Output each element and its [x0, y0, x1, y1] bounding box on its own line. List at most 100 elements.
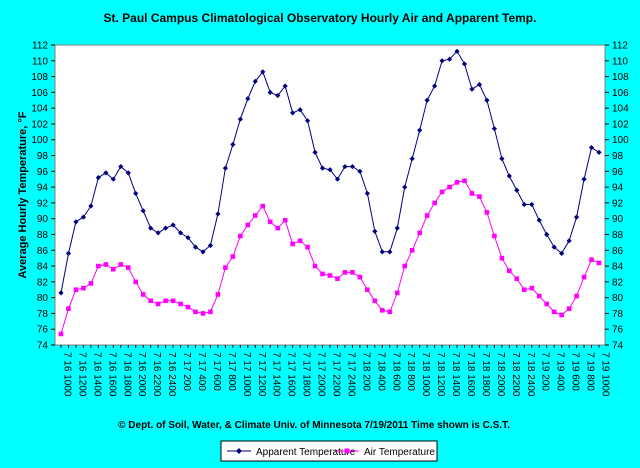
x-tick-label: 7 18 200	[360, 352, 371, 391]
data-point	[155, 301, 161, 307]
y-tick-label-right: 82	[612, 277, 624, 288]
data-point	[170, 298, 176, 304]
y-tick-label-left: 80	[37, 293, 49, 304]
data-point	[350, 270, 355, 275]
x-tick-label: 7 18 2000	[495, 352, 506, 397]
x-tick-label: 7 18 1200	[435, 352, 446, 397]
x-tick-label: 7 17 1000	[241, 352, 252, 397]
y-tick-label-right: 98	[612, 151, 624, 162]
data-point	[417, 230, 422, 236]
y-tick-label-right: 100	[612, 135, 629, 146]
data-point	[177, 230, 184, 236]
x-tick-label: 7 18 400	[375, 352, 386, 391]
data-point	[260, 69, 266, 75]
data-point	[133, 190, 139, 197]
data-point	[551, 244, 557, 250]
data-point	[267, 89, 273, 95]
data-point	[305, 244, 310, 250]
x-tick-label: 7 16 1000	[62, 352, 73, 397]
x-tick-label: 7 19 800	[585, 352, 596, 391]
x-tick-label: 7 18 2200	[510, 352, 521, 397]
y-axis-right: 74 76 78 80 82 84 86 88 90 92 94 96 98 100 102 104 106 10…	[605, 41, 629, 352]
data-point	[596, 149, 602, 155]
x-tick-label: 7 19 600	[570, 352, 581, 391]
data-point	[402, 184, 408, 190]
data-point	[81, 285, 86, 291]
y-tick-label-right: 102	[612, 119, 629, 130]
data-point	[80, 214, 87, 220]
x-tick-label: 7 18 1800	[480, 352, 491, 397]
data-point	[140, 292, 146, 297]
data-point	[461, 61, 468, 67]
data-point	[439, 189, 445, 195]
y-tick-label-left: 76	[37, 325, 49, 336]
data-point	[387, 309, 393, 315]
data-point	[492, 233, 497, 239]
data-point	[573, 214, 580, 220]
data-point	[372, 228, 378, 234]
series-apparent-temperature	[58, 48, 602, 296]
data-point	[193, 309, 198, 315]
data-point	[155, 230, 161, 236]
data-point	[73, 219, 79, 225]
x-tick-label: 7 16 1600	[106, 352, 117, 397]
data-point	[312, 149, 318, 155]
data-point	[394, 290, 400, 296]
data-point	[380, 307, 385, 313]
data-point	[559, 312, 564, 318]
data-point	[566, 238, 572, 244]
data-point	[148, 298, 153, 304]
data-point	[357, 274, 363, 280]
data-point	[342, 270, 348, 275]
data-point	[237, 116, 243, 122]
y-tick-label-right: 86	[612, 246, 624, 257]
y-tick-label-left: 78	[37, 309, 49, 320]
data-point	[319, 165, 326, 171]
data-point	[439, 58, 445, 64]
data-point	[200, 249, 206, 255]
data-point	[304, 118, 311, 124]
data-point	[447, 184, 452, 190]
series-air-temperature	[58, 178, 602, 337]
data-point	[469, 86, 475, 92]
y-tick-label-right: 108	[612, 72, 629, 83]
data-point	[484, 210, 490, 215]
data-point	[185, 304, 191, 310]
data-point	[208, 309, 213, 315]
data-point	[223, 265, 228, 270]
data-point	[536, 217, 542, 223]
y-tick-label-right: 76	[612, 325, 624, 336]
data-point	[111, 266, 116, 272]
data-point	[96, 263, 101, 269]
data-point	[402, 263, 408, 269]
data-point	[364, 190, 370, 197]
x-tick-label: 7 17 2400	[345, 352, 356, 397]
x-tick-label: 7 17 1800	[301, 352, 312, 397]
x-tick-label: 7 17 1400	[271, 352, 282, 397]
x-tick-label: 7 16 1800	[121, 352, 132, 397]
data-point	[409, 247, 415, 253]
x-tick-label: 7 18 1000	[420, 352, 431, 397]
data-point	[215, 211, 221, 217]
data-point	[260, 203, 266, 209]
data-point	[596, 260, 602, 266]
data-point	[476, 81, 483, 88]
y-axis-label: Average Hourly Temperature, °F	[17, 111, 29, 278]
data-point	[267, 219, 273, 225]
data-point	[222, 165, 228, 171]
data-point	[446, 56, 453, 62]
x-tick-label: 7 19 1000	[600, 352, 611, 397]
data-point	[207, 242, 214, 249]
data-point	[507, 268, 512, 274]
y-tick-label-right: 88	[612, 230, 624, 241]
series-layer	[58, 48, 602, 337]
data-point	[73, 287, 79, 293]
data-point	[178, 301, 183, 307]
data-point	[170, 222, 176, 228]
data-point	[312, 263, 318, 269]
legend-marker-apparent	[236, 448, 242, 454]
data-point	[66, 306, 71, 311]
x-tick-label: 7 18 1600	[465, 352, 476, 397]
data-point	[215, 292, 221, 297]
